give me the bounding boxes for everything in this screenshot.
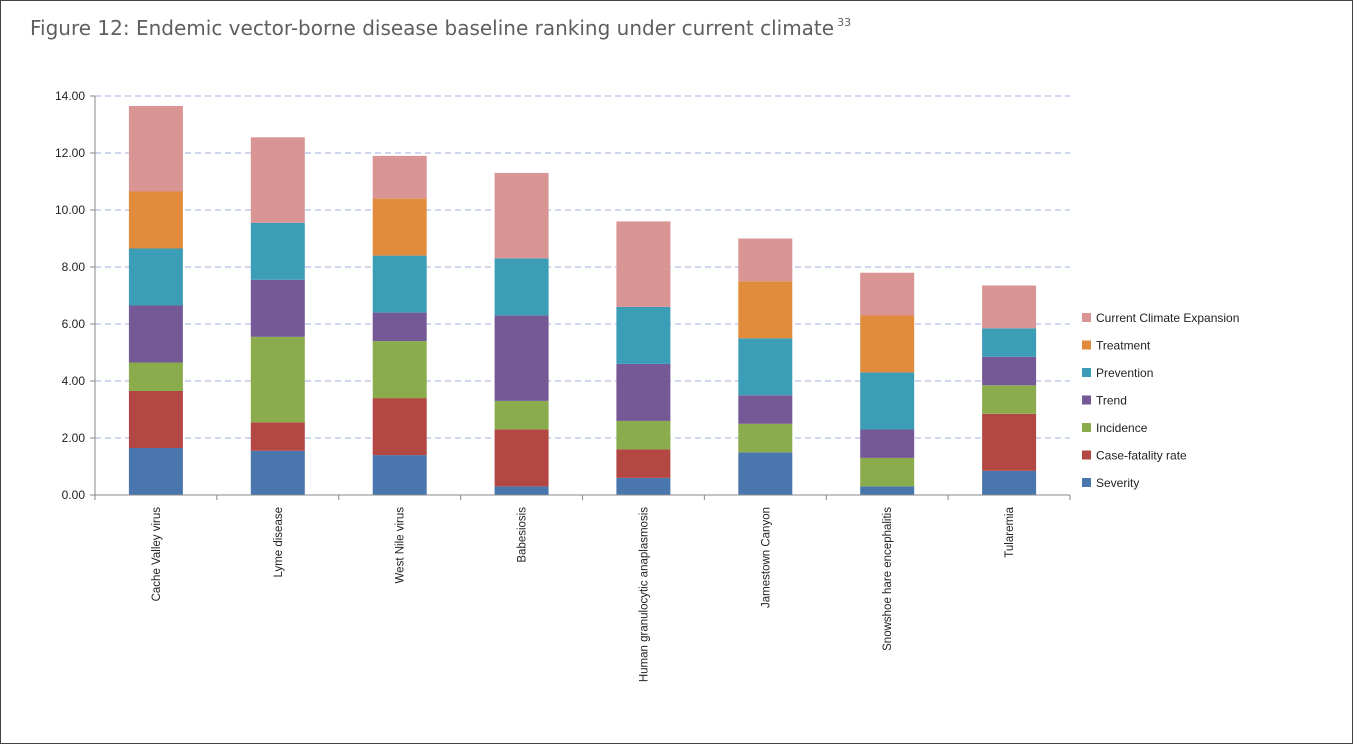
x-tick-label: Jamestown Canyon [760,507,772,608]
bar-segment [616,306,671,364]
bar-segment [860,486,915,495]
bar-segment [494,172,549,259]
x-tick-label: Snowshoe hare encephalitis [882,507,894,651]
figure-title: Figure 12: Endemic vector-borne disease … [30,16,851,40]
bar-segment [250,450,305,495]
bar-segment [982,385,1037,414]
y-tick-label: 12.00 [55,146,85,160]
bar-segment [128,305,183,363]
bar-segment [860,272,915,316]
bar-segment [128,248,183,306]
y-axis-ticks: 0.00 2.00 4.00 6.00 8.00 10.00 12.00 14.00 [55,89,85,502]
bar-segment [494,258,549,316]
bar-segment [616,221,671,307]
bar-segment [494,429,549,487]
bar-segment [128,362,183,391]
x-tick-label: Cache Valley virus [151,507,163,602]
legend-label: Trend [1096,394,1127,408]
bar-segment [250,137,305,223]
bar-segment [494,315,549,401]
figure-footnote-ref: 33 [837,16,852,29]
bar-segment [616,363,671,421]
bar-segment [860,457,915,487]
bar-segment [128,191,183,249]
bar-segment [982,285,1037,329]
x-tick-label: West Nile virus [395,507,407,584]
bars [128,106,1037,496]
bar-segment [616,477,671,495]
bar-segment [250,336,305,423]
bar-segment [860,315,915,373]
legend: Current Climate Expansion Treatment Preven… [1082,311,1239,490]
bar-segment [372,398,427,456]
bar-segment [860,372,915,430]
y-tick-label: 2.00 [62,431,86,445]
y-tick-label: 0.00 [62,488,86,502]
y-tick-label: 8.00 [62,260,86,274]
bar-segment [128,391,183,448]
bar-segment [372,198,427,256]
legend-label: Incidence [1096,421,1148,435]
bar-segment [616,449,671,478]
bar-segment [128,106,183,192]
x-tick-label: Babesiosis [517,507,529,563]
bar-segment [494,486,549,495]
x-axis-ticks: Cache Valley virus Lyme disease West Nile … [151,506,1016,682]
bar-segment [250,222,305,280]
bar-segment [372,312,427,342]
bar-segment [128,448,183,495]
bar-segment [982,413,1037,471]
x-tick-label: Tularemia [1004,506,1016,557]
axes [90,95,1071,500]
bar-segment [250,422,305,451]
y-tick-label: 4.00 [62,374,86,388]
y-tick-label: 6.00 [62,317,86,331]
bar-segment [738,423,793,453]
bar-segment [860,429,915,458]
bar-segment [616,420,671,450]
legend-swatch [1082,368,1091,377]
bar-segment [250,279,305,337]
legend-swatch [1082,313,1091,322]
legend-swatch [1082,395,1091,405]
bar-segment [982,328,1037,357]
bar-segment [982,356,1037,386]
bar-segment [738,452,793,496]
y-tick-label: 10.00 [55,203,85,217]
bar-segment [372,155,427,199]
bar-segment [738,281,793,339]
legend-swatch [1082,340,1091,350]
x-tick-label: Human granulocytic anaplasmosis [638,507,650,682]
figure-title-text: Figure 12: Endemic vector-borne disease … [30,16,835,40]
legend-label: Severity [1096,476,1139,490]
grid-lines [95,95,1070,439]
legend-label: Prevention [1096,366,1153,380]
x-tick-label: Lyme disease [273,507,285,578]
y-tick-label: 14.00 [55,89,85,103]
bar-segment [372,455,427,495]
bar-segment [738,338,793,396]
legend-label: Case-fatality rate [1096,449,1187,463]
legend-swatch [1082,450,1091,460]
legend-label: Treatment [1096,339,1151,353]
legend-label: Current Climate Expansion [1096,311,1239,325]
bar-segment [738,395,793,424]
bar-segment [372,341,427,399]
bar-segment [982,470,1037,495]
legend-swatch [1082,478,1091,487]
bar-segment [738,238,793,282]
legend-swatch [1082,423,1091,432]
bar-segment [494,400,549,430]
bar-segment [372,255,427,313]
